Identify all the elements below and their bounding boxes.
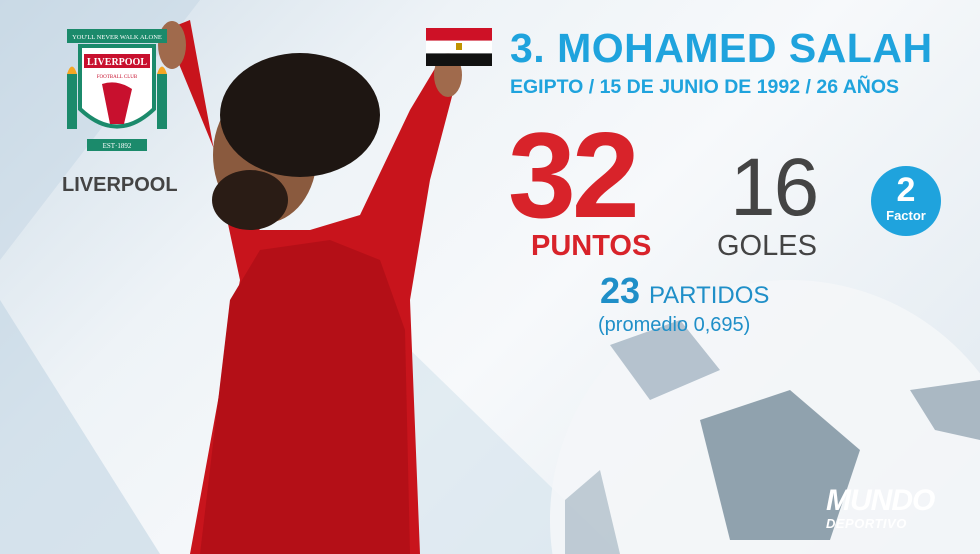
player-title: 3. MOHAMED SALAH — [510, 25, 933, 71]
factor-value: 2 — [896, 171, 916, 209]
svg-text:FOOTBALL CLUB: FOOTBALL CLUB — [97, 75, 138, 80]
svg-text:EST·1892: EST·1892 — [103, 142, 132, 150]
soccer-ball-icon — [549, 280, 980, 554]
svg-text:LIVERPOOL: LIVERPOOL — [87, 57, 147, 68]
average: (promedio 0,695) — [598, 314, 751, 336]
goals-label: GOLES — [717, 230, 817, 262]
player-photo — [158, 20, 462, 554]
svg-text:YOU'LL NEVER WALK ALONE: YOU'LL NEVER WALK ALONE — [72, 34, 162, 41]
points-label: PUNTOS — [531, 230, 652, 262]
logo-line2: DEPORTIVO — [826, 516, 907, 531]
matches-value: 23 — [600, 270, 641, 311]
matches: 23 PARTIDOS — [600, 272, 769, 310]
player-subtitle: EGIPTO / 15 DE JUNIO DE 1992 / 26 AÑOS — [510, 76, 900, 98]
factor-label: Factor — [886, 208, 926, 223]
liverpool-crest-logo: YOU'LL NEVER WALK ALONE LIVERPOOL FOOTBA… — [67, 29, 167, 151]
mundo-deportivo-logo: MUNDO DEPORTIVO — [826, 484, 935, 532]
club-name: LIVERPOOL — [62, 174, 178, 196]
logo-line1: MUNDO — [826, 484, 935, 517]
points-value: 32 — [508, 107, 640, 243]
factor-badge: 2 Factor — [871, 166, 941, 236]
matches-label: PARTIDOS — [648, 282, 770, 309]
goals-value: 16 — [730, 142, 819, 233]
egypt-flag-icon — [426, 28, 492, 66]
